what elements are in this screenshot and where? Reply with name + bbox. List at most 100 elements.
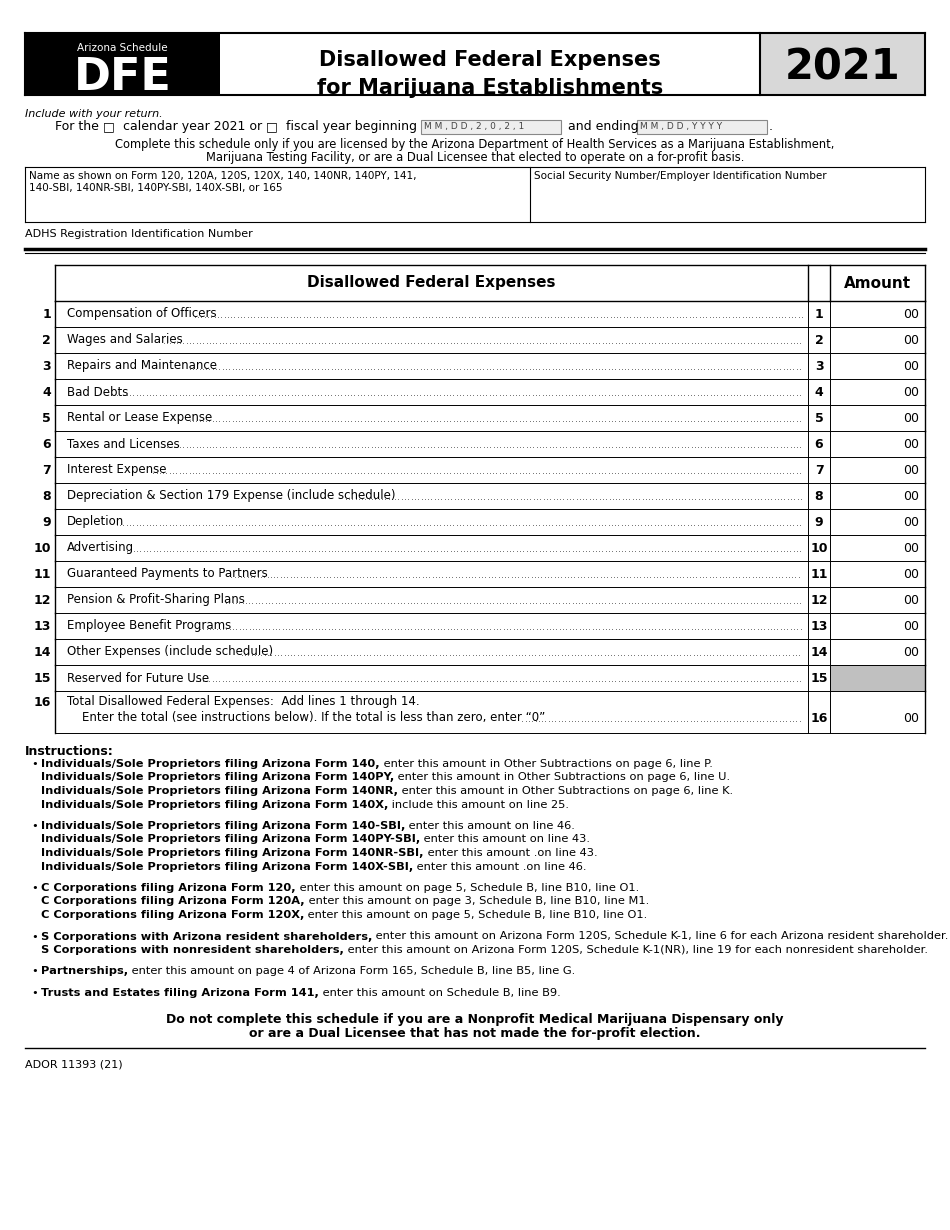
Text: Wages and Salaries: Wages and Salaries	[67, 333, 182, 347]
Bar	[830, 665, 925, 691]
Text: Disallowed Federal Expenses: Disallowed Federal Expenses	[319, 50, 661, 70]
Text: •: •	[31, 759, 38, 769]
Text: Repairs and Maintenance: Repairs and Maintenance	[67, 359, 217, 373]
Text: •: •	[31, 988, 38, 998]
Text: Employee Benefit Programs: Employee Benefit Programs	[67, 620, 231, 632]
Text: 16: 16	[810, 711, 827, 724]
Text: □: □	[266, 121, 277, 133]
Text: enter this amount .on line 46.: enter this amount .on line 46.	[413, 861, 587, 872]
Text: Disallowed Federal Expenses: Disallowed Federal Expenses	[307, 276, 556, 290]
Text: S Corporations with nonresident shareholders,: S Corporations with nonresident sharehol…	[41, 945, 344, 954]
Text: 7: 7	[42, 464, 51, 476]
Text: S Corporations with Arizona resident shareholders,: S Corporations with Arizona resident sha…	[41, 931, 372, 941]
Text: 2021: 2021	[785, 47, 901, 89]
Text: Do not complete this schedule if you are a Nonprofit Medical Marijuana Dispensar: Do not complete this schedule if you are…	[166, 1014, 784, 1027]
Text: Include with your return.: Include with your return.	[25, 109, 162, 119]
Text: and ending: and ending	[564, 121, 643, 133]
Text: 3: 3	[43, 359, 51, 373]
Text: 00: 00	[903, 541, 919, 555]
Text: •: •	[31, 820, 38, 831]
Text: M M , D D , Y Y Y Y: M M , D D , Y Y Y Y	[639, 122, 722, 132]
Text: 00: 00	[903, 515, 919, 529]
Text: Rental or Lease Expense: Rental or Lease Expense	[67, 412, 212, 424]
Text: Individuals/Sole Proprietors filing Arizona Form 140PY,: Individuals/Sole Proprietors filing Ariz…	[41, 772, 394, 782]
Text: enter this amount on Schedule B, line B9.: enter this amount on Schedule B, line B9…	[319, 988, 560, 998]
Text: 00: 00	[903, 646, 919, 658]
Text: 2: 2	[42, 333, 51, 347]
Text: .: .	[769, 121, 772, 133]
Text: 16: 16	[33, 695, 51, 708]
Text: 3: 3	[815, 359, 824, 373]
Text: enter this amount .on line 43.: enter this amount .on line 43.	[424, 847, 598, 859]
Text: Partnerships,: Partnerships,	[41, 967, 128, 977]
Text: 11: 11	[810, 567, 827, 581]
Text: Marijuana Testing Facility, or are a Dual Licensee that elected to operate on a : Marijuana Testing Facility, or are a Dua…	[206, 151, 744, 164]
Text: calendar year 2021 or: calendar year 2021 or	[115, 121, 266, 133]
Text: Social Security Number/Employer Identification Number: Social Security Number/Employer Identifi…	[534, 171, 826, 181]
Text: 15: 15	[33, 672, 51, 685]
Text: Instructions:: Instructions:	[25, 745, 114, 758]
Text: 5: 5	[42, 412, 51, 424]
Text: Advertising: Advertising	[67, 541, 134, 555]
Text: Bad Debts: Bad Debts	[67, 385, 128, 399]
Text: 00: 00	[903, 464, 919, 476]
Text: Amount: Amount	[844, 276, 911, 290]
Text: 10: 10	[810, 541, 827, 555]
Text: 14: 14	[33, 646, 51, 658]
Text: enter this amount on Arizona Form 120S, Schedule K-1(NR), line 19 for each nonre: enter this amount on Arizona Form 120S, …	[344, 945, 928, 954]
Text: Pension & Profit-Sharing Plans: Pension & Profit-Sharing Plans	[67, 594, 245, 606]
Text: Total Disallowed Federal Expenses:  Add lines 1 through 14.: Total Disallowed Federal Expenses: Add l…	[67, 695, 420, 708]
Text: 00: 00	[903, 359, 919, 373]
Text: Other Expenses (include schedule): Other Expenses (include schedule)	[67, 646, 274, 658]
Text: Individuals/Sole Proprietors filing Arizona Form 140PY-SBI,: Individuals/Sole Proprietors filing Ariz…	[41, 834, 420, 845]
Text: 6: 6	[43, 438, 51, 450]
Text: C Corporations filing Arizona Form 120A,: C Corporations filing Arizona Form 120A,	[41, 897, 305, 907]
Text: Guaranteed Payments to Partners: Guaranteed Payments to Partners	[67, 567, 268, 581]
Text: C Corporations filing Arizona Form 120,: C Corporations filing Arizona Form 120,	[41, 883, 295, 893]
Text: Individuals/Sole Proprietors filing Arizona Form 140X,: Individuals/Sole Proprietors filing Ariz…	[41, 800, 389, 809]
Text: enter this amount in Other Subtractions on page 6, line P.: enter this amount in Other Subtractions …	[380, 759, 712, 769]
Text: 6: 6	[815, 438, 824, 450]
Text: 13: 13	[33, 620, 51, 632]
Text: enter this amount on line 46.: enter this amount on line 46.	[406, 820, 576, 831]
Text: 8: 8	[815, 490, 824, 503]
Text: Enter the total (see instructions below). If the total is less than zero, enter : Enter the total (see instructions below)…	[67, 711, 545, 724]
Text: ADOR 11393 (21): ADOR 11393 (21)	[25, 1059, 123, 1070]
Text: Individuals/Sole Proprietors filing Arizona Form 140,: Individuals/Sole Proprietors filing Ariz…	[41, 759, 380, 769]
Bar	[636, 121, 767, 134]
Text: Depreciation & Section 179 Expense (include schedule): Depreciation & Section 179 Expense (incl…	[67, 490, 395, 503]
Text: 2: 2	[814, 333, 824, 347]
Text: 00: 00	[903, 438, 919, 450]
Text: enter this amount in Other Subtractions on page 6, line U.: enter this amount in Other Subtractions …	[394, 772, 731, 782]
Text: 00: 00	[903, 567, 919, 581]
Bar	[760, 33, 925, 95]
Text: •: •	[31, 967, 38, 977]
Text: Interest Expense: Interest Expense	[67, 464, 166, 476]
Text: enter this amount on page 4 of Arizona Form 165, Schedule B, line B5, line G.: enter this amount on page 4 of Arizona F…	[128, 967, 576, 977]
Text: Individuals/Sole Proprietors filing Arizona Form 140NR-SBI,: Individuals/Sole Proprietors filing Ariz…	[41, 847, 424, 859]
Text: Compensation of Officers: Compensation of Officers	[67, 308, 217, 321]
Text: include this amount on line 25.: include this amount on line 25.	[389, 800, 569, 809]
Text: 15: 15	[810, 672, 827, 685]
Text: C Corporations filing Arizona Form 120X,: C Corporations filing Arizona Form 120X,	[41, 910, 304, 920]
Text: 1: 1	[814, 308, 824, 321]
Text: ADHS Registration Identification Number: ADHS Registration Identification Number	[25, 229, 253, 239]
Text: 8: 8	[43, 490, 51, 503]
Text: Arizona Schedule: Arizona Schedule	[77, 43, 168, 53]
Text: •: •	[31, 931, 38, 941]
Text: Reserved for Future Use: Reserved for Future Use	[67, 672, 209, 685]
Text: Individuals/Sole Proprietors filing Arizona Form 140-SBI,: Individuals/Sole Proprietors filing Ariz…	[41, 820, 406, 831]
Text: Individuals/Sole Proprietors filing Arizona Form 140NR,: Individuals/Sole Proprietors filing Ariz…	[41, 786, 398, 796]
Text: enter this amount on page 3, Schedule B, line B10, line M1.: enter this amount on page 3, Schedule B,…	[305, 897, 649, 907]
Text: 9: 9	[815, 515, 824, 529]
Text: 00: 00	[903, 594, 919, 606]
Text: Taxes and Licenses: Taxes and Licenses	[67, 438, 180, 450]
Bar	[25, 33, 220, 95]
Text: enter this amount on page 5, Schedule B, line B10, line O1.: enter this amount on page 5, Schedule B,…	[304, 910, 648, 920]
Text: 4: 4	[814, 385, 824, 399]
Text: 11: 11	[33, 567, 51, 581]
Text: 13: 13	[810, 620, 827, 632]
Text: for Marijuana Establishments: for Marijuana Establishments	[317, 77, 663, 98]
Text: •: •	[31, 883, 38, 893]
Text: □: □	[103, 121, 115, 133]
